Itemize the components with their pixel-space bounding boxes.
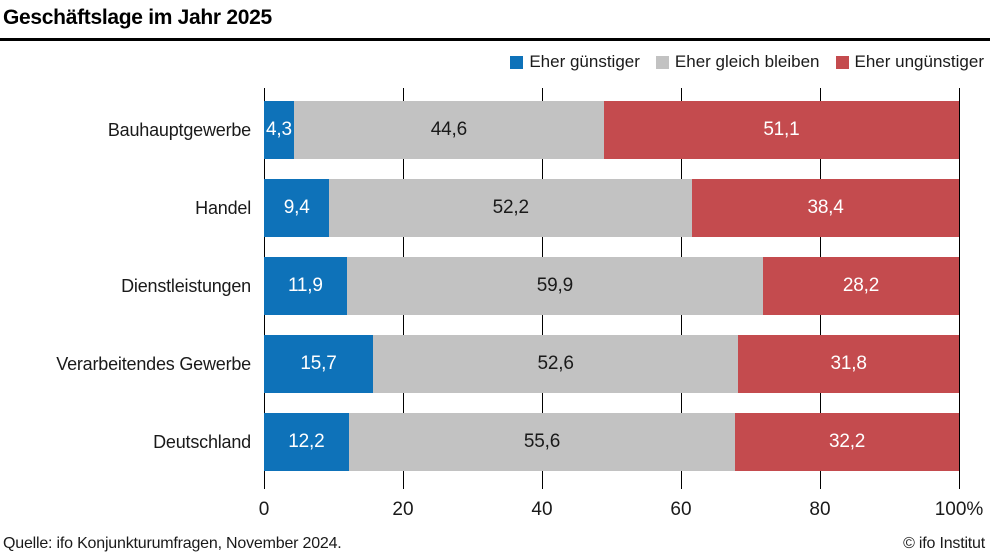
- x-axis: 0 20 40 60 80 100%: [259, 495, 984, 521]
- x-axis-tick-label: 100%: [934, 499, 984, 520]
- bar-row: 12,2 55,6 32,2: [264, 413, 959, 471]
- legend-item: Eher günstiger: [510, 52, 640, 72]
- bar-segment: 9,4: [264, 179, 330, 237]
- legend-swatch: [835, 55, 849, 69]
- bar-segment: 51,1: [603, 101, 959, 159]
- x-axis-tick-label: 0: [258, 499, 270, 520]
- legend-item: Eher gleich bleiben: [655, 52, 820, 72]
- bar-segment: 38,4: [692, 179, 959, 237]
- source-note: Quelle: ifo Konjunkturumfragen, November…: [3, 535, 342, 552]
- bar-segment: 59,9: [346, 257, 763, 315]
- category-label: Dienstleistungen: [121, 275, 251, 296]
- bar-segment: 44,6: [293, 101, 604, 159]
- bar-segment: 55,6: [348, 413, 736, 471]
- bar-segment: 4,3: [264, 101, 294, 159]
- bar-segment: 15,7: [264, 335, 373, 393]
- legend-label: Eher gleich bleiben: [674, 52, 820, 71]
- legend-swatch: [655, 55, 669, 69]
- legend-label: Eher ungünstiger: [854, 52, 984, 71]
- x-axis-tick-label: 60: [670, 499, 692, 520]
- category-label: Deutschland: [153, 431, 251, 452]
- category-labels: Bauhauptgewerbe Handel Dienstleistungen Ver…: [0, 88, 264, 521]
- x-axis-tick-label: 80: [809, 499, 831, 520]
- category-label: Verarbeitendes Gewerbe: [56, 353, 251, 374]
- chart: Bauhauptgewerbe Handel Dienstleistungen Ver…: [0, 88, 990, 521]
- title-divider: [0, 38, 990, 41]
- gridline: [959, 88, 960, 489]
- plot-wrap: 4,3 44,6 51,1 9,4 52,2 38,4 11,9 59,9 28,2 15,7 52…: [259, 88, 984, 521]
- category-label: Handel: [195, 197, 251, 218]
- bar-segment: 32,2: [735, 413, 959, 471]
- bar-row: 15,7 52,6 31,8: [264, 335, 959, 393]
- bar-segment: 28,2: [763, 257, 959, 315]
- bar-segment: 12,2: [264, 413, 349, 471]
- legend-item: Eher ungünstiger: [835, 52, 984, 72]
- bar-segment: 11,9: [264, 257, 347, 315]
- category-label: Bauhauptgewerbe: [107, 119, 251, 140]
- bar-row: 11,9 59,9 28,2: [264, 257, 959, 315]
- bar-row: 9,4 52,2 38,4: [264, 179, 959, 237]
- copyright-note: © ifo Institut: [903, 535, 985, 552]
- bar-segment: 31,8: [738, 335, 959, 393]
- x-axis-tick-label: 20: [392, 499, 414, 520]
- legend: Eher günstiger Eher gleich bleiben Eher un…: [0, 41, 990, 72]
- plot-area: 4,3 44,6 51,1 9,4 52,2 38,4 11,9 59,9 28,2 15,7 52…: [264, 88, 960, 489]
- footer: Quelle: ifo Konjunkturumfragen, November…: [3, 535, 985, 553]
- legend-label: Eher günstiger: [529, 52, 640, 71]
- bar-segment: 52,2: [329, 179, 693, 237]
- legend-swatch: [510, 55, 524, 69]
- bar-row: 4,3 44,6 51,1: [264, 101, 959, 159]
- bar-segment: 52,6: [373, 335, 739, 393]
- bar-series: 4,3 44,6 51,1 9,4 52,2 38,4 11,9 59,9 28,2 15,7 52…: [264, 88, 959, 489]
- x-axis-tick-label: 40: [531, 499, 553, 520]
- page-title: Geschäftslage im Jahr 2025: [3, 6, 272, 29]
